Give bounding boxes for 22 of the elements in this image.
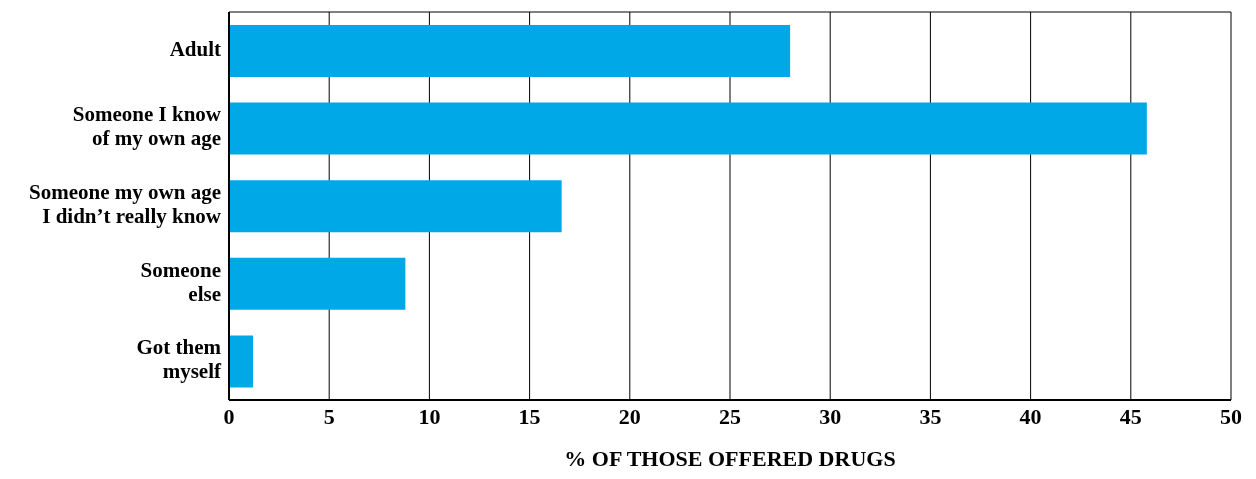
- x-tick-label: 10: [418, 403, 441, 429]
- x-tick-label: 45: [1119, 403, 1142, 429]
- y-tick-label: Got them myself: [136, 335, 222, 384]
- y-tick-label: Someone my own age I didn’t really know: [29, 179, 222, 228]
- x-tick-label: 50: [1220, 403, 1242, 429]
- x-axis-title: % OF THOSE OFFERED DRUGS: [564, 446, 896, 471]
- x-tick-label: 15: [518, 403, 541, 429]
- bar: [229, 335, 254, 388]
- x-tick-label: 20: [618, 403, 641, 429]
- bar: [229, 257, 406, 310]
- bar: [229, 102, 1147, 155]
- x-tick-label: 5: [323, 403, 335, 429]
- bar: [229, 25, 791, 77]
- bar: [229, 180, 562, 233]
- x-tick-label: 25: [719, 403, 741, 429]
- y-tick-label: Someone I know of my own age: [72, 102, 222, 151]
- x-tick-label: 0: [223, 403, 235, 429]
- y-tick-label: Adult: [169, 36, 221, 61]
- x-tick-label: 35: [919, 403, 942, 429]
- x-tick-label: 40: [1019, 403, 1042, 429]
- y-tick-label: Someone else: [140, 257, 221, 306]
- x-tick-label: 30: [819, 403, 842, 429]
